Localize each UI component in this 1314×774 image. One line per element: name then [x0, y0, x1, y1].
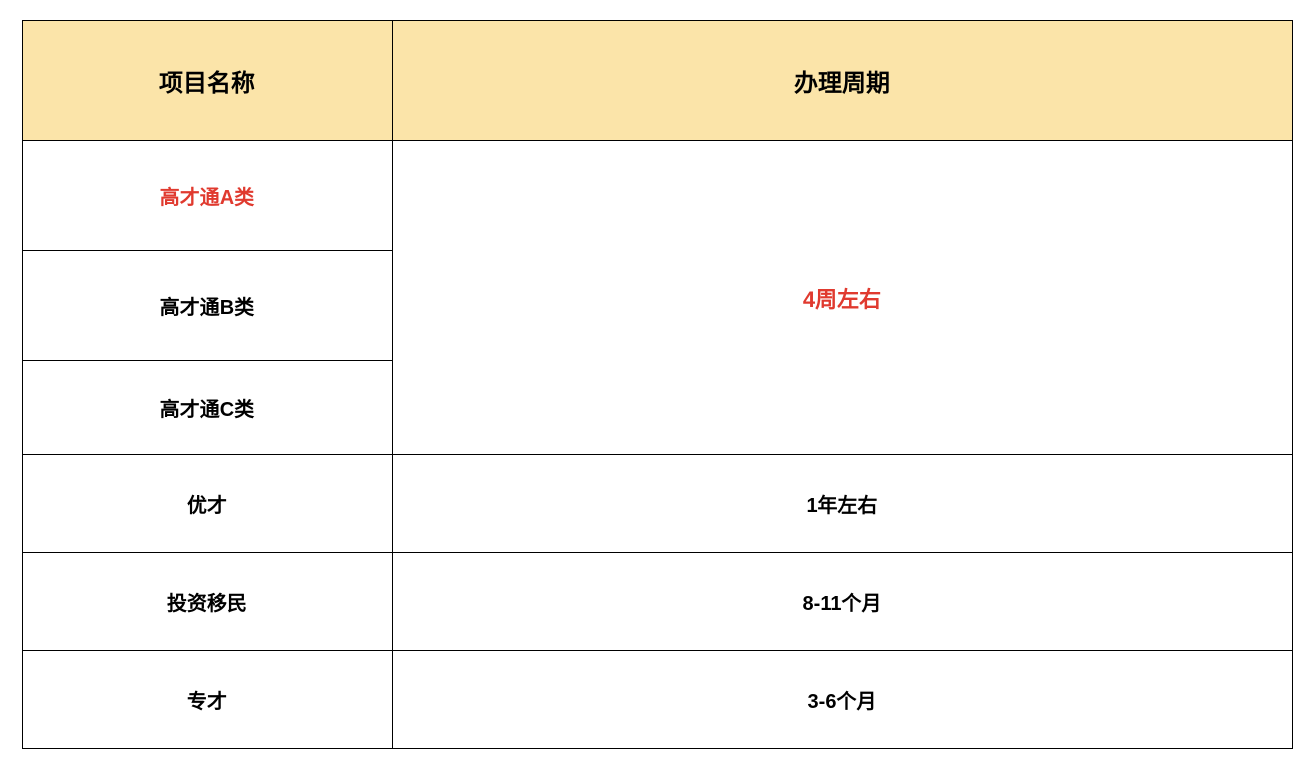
table-row: 投资移民 8-11个月 [22, 553, 1292, 651]
header-project-name: 项目名称 [22, 21, 392, 141]
cell-value-investment: 8-11个月 [803, 593, 882, 615]
header-processing-period: 办理周期 [392, 21, 1292, 141]
processing-time-table: 项目名称 办理周期 高才通A类 4周左右 高才通B类 高才通C类 优才 1年左右… [22, 20, 1293, 749]
cell-label-investment: 投资移民 [167, 593, 247, 615]
table-row: 优才 1年左右 [22, 455, 1292, 553]
cell-merged-value: 4周左右 [803, 287, 881, 312]
cell-value-youcai: 1年左右 [806, 495, 877, 517]
cell-label-b: 高才通B类 [160, 297, 254, 319]
cell-label-zhuancai: 专才 [187, 691, 227, 713]
cell-label-a: 高才通A类 [160, 187, 254, 209]
table-row: 高才通A类 4周左右 [22, 141, 1292, 251]
cell-value-zhuancai: 3-6个月 [808, 691, 877, 713]
cell-label-c: 高才通C类 [160, 399, 254, 421]
cell-label-youcai: 优才 [187, 495, 227, 517]
table-header-row: 项目名称 办理周期 [22, 21, 1292, 141]
table-row: 专才 3-6个月 [22, 651, 1292, 749]
